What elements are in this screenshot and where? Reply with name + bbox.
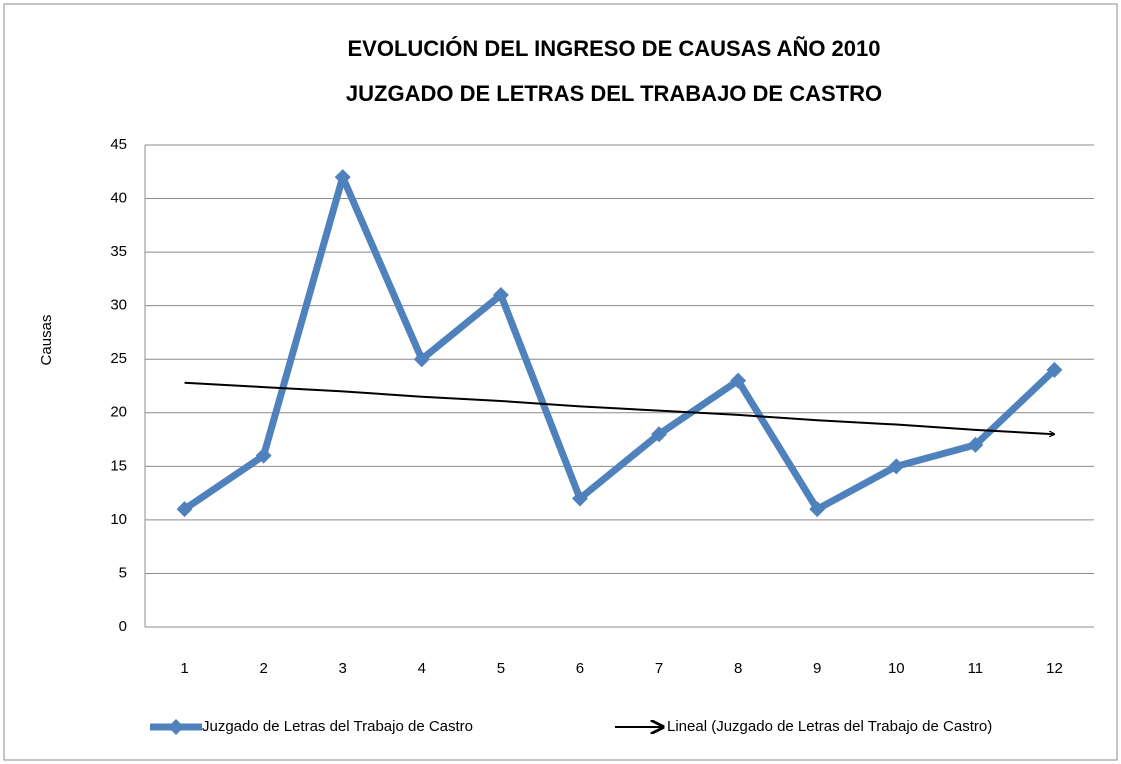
y-tick-label: 5	[119, 564, 127, 581]
point-marker	[255, 447, 272, 464]
point-marker	[651, 426, 668, 443]
point-marker	[413, 351, 430, 368]
point-marker	[888, 458, 905, 475]
chart-title: EVOLUCIÓN DEL INGRESO DE CAUSAS AÑO 2010	[348, 36, 881, 61]
x-tick-label: 3	[339, 660, 347, 677]
y-tick-label: 20	[110, 404, 127, 421]
point-marker	[571, 490, 588, 507]
y-tick-label: 15	[110, 457, 127, 474]
x-tick-label: 7	[655, 660, 663, 677]
point-marker	[730, 372, 747, 389]
legend-label: Lineal (Juzgado de Letras del Trabajo de…	[667, 718, 992, 735]
x-tick-label: 8	[734, 660, 742, 677]
x-tick-label: 1	[180, 660, 188, 677]
legend-marker	[168, 719, 184, 735]
point-marker	[809, 501, 826, 518]
y-axis-label: Causas	[38, 315, 55, 366]
y-tick-label: 10	[110, 511, 127, 528]
y-tick-label: 35	[110, 243, 127, 260]
x-tick-label: 2	[259, 660, 267, 677]
point-marker	[1046, 361, 1063, 378]
point-marker	[967, 436, 984, 453]
x-tick-label: 9	[813, 660, 821, 677]
x-tick-label: 11	[968, 660, 984, 677]
y-tick-label: 45	[110, 136, 127, 153]
series-line	[182, 173, 1057, 513]
chart-title: JUZGADO DE LETRAS DEL TRABAJO DE CASTRO	[346, 81, 882, 106]
x-tick-label: 6	[576, 660, 584, 677]
x-tick-label: 5	[497, 660, 505, 677]
point-marker	[334, 169, 351, 186]
x-tick-label: 12	[1046, 660, 1063, 677]
legend-label: Juzgado de Letras del Trabajo de Castro	[202, 718, 473, 735]
x-tick-label: 4	[418, 660, 426, 677]
chart-border	[3, 3, 1118, 761]
y-tick-label: 0	[119, 618, 127, 635]
point-marker	[176, 501, 193, 518]
y-tick-label: 30	[110, 297, 127, 314]
x-tick-label: 10	[888, 660, 905, 677]
y-tick-label: 25	[110, 350, 127, 367]
y-tick-label: 40	[110, 190, 127, 207]
trendline	[184, 381, 1055, 434]
point-marker	[492, 286, 509, 303]
